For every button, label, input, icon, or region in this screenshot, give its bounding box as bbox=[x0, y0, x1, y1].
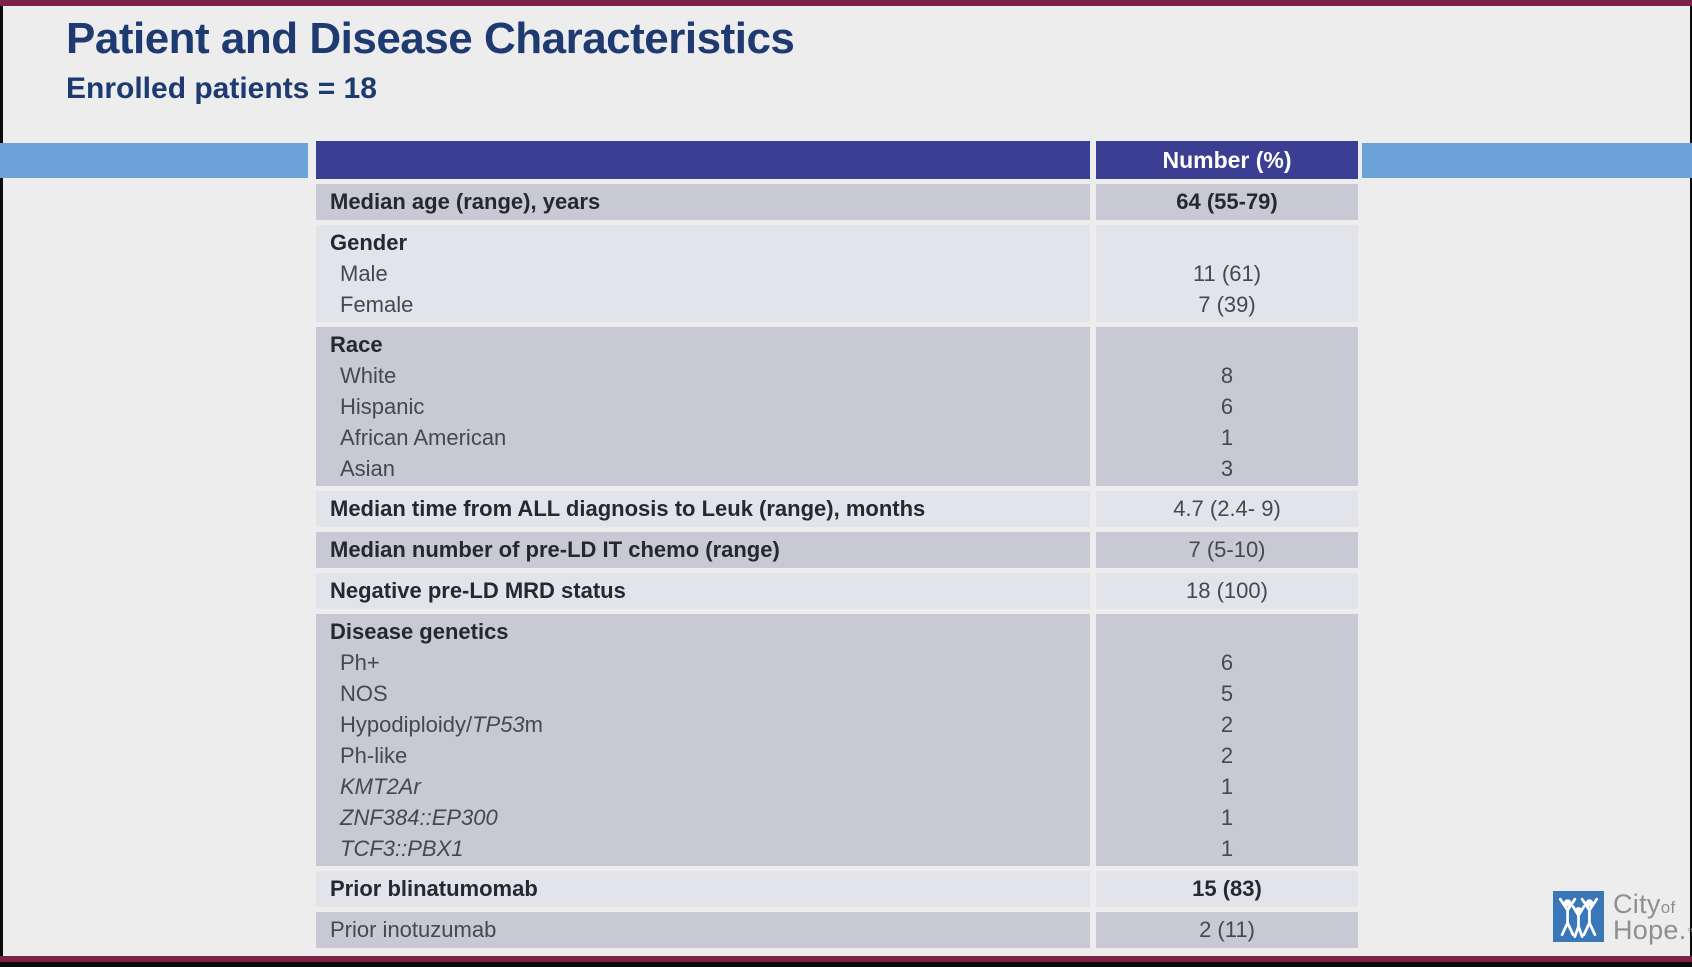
label-line: KMT2Ar bbox=[340, 774, 421, 799]
left-edge-strip bbox=[0, 0, 3, 967]
row-value-cell: 2 (11) bbox=[1096, 912, 1358, 948]
coh-logo-line2: Hope.™ bbox=[1613, 915, 1692, 945]
value-line: 64 (55-79) bbox=[1176, 189, 1278, 214]
table-row: Gender Male Female 11 (61) 7 (39) bbox=[316, 225, 1358, 322]
row-label-cell: Negative pre-LD MRD status bbox=[316, 573, 1090, 609]
label-line: Median time from ALL diagnosis to Leuk (… bbox=[330, 496, 926, 521]
row-label-cell: Gender Male Female bbox=[316, 225, 1090, 322]
row-value-cell: 15 (83) bbox=[1096, 871, 1358, 907]
value-line bbox=[1096, 616, 1358, 647]
row-label-cell: Median age (range), years bbox=[316, 184, 1090, 220]
row-label-cell: Prior blinatumomab bbox=[316, 871, 1090, 907]
row-value-cell: 8 6 1 3 bbox=[1096, 327, 1358, 486]
label-line: Hypodiploidy/TP53m bbox=[340, 712, 543, 737]
table-row: Median age (range), years 64 (55-79) bbox=[316, 184, 1358, 220]
label-line: Median age (range), years bbox=[330, 189, 601, 214]
label-line: Negative pre-LD MRD status bbox=[330, 578, 626, 603]
value-line: 6 bbox=[1220, 394, 1234, 419]
row-value-cell: 6 5 2 2 1 1 1 bbox=[1096, 614, 1358, 866]
value-line: 1 bbox=[1220, 836, 1234, 861]
value-line: 18 (100) bbox=[1186, 578, 1268, 603]
header-label-cell bbox=[316, 141, 1090, 179]
label-line: Gender bbox=[330, 230, 408, 255]
top-maroon-bar bbox=[0, 0, 1692, 6]
table-row: Disease genetics Ph+ NOS Hypodiploidy/TP53m… bbox=[316, 614, 1358, 866]
coh-logo-text: Cityof Hope.™ bbox=[1613, 889, 1692, 945]
coh-logo: Cityof Hope.™ bbox=[1553, 889, 1692, 945]
table-header-row: Number (%) bbox=[316, 141, 1358, 179]
value-line: 1 bbox=[1220, 774, 1234, 799]
value-line: 6 bbox=[1220, 650, 1234, 675]
row-value-cell: 11 (61) 7 (39) bbox=[1096, 225, 1358, 322]
table-row: Negative pre-LD MRD status 18 (100) bbox=[316, 573, 1358, 609]
value-line: 7 (5-10) bbox=[1188, 537, 1266, 562]
row-value-cell: 64 (55-79) bbox=[1096, 184, 1358, 220]
value-line: 5 bbox=[1220, 681, 1234, 706]
value-line: 11 (61) bbox=[1192, 261, 1262, 286]
right-blue-band bbox=[1362, 143, 1692, 178]
label-line: White bbox=[340, 363, 397, 388]
left-blue-band bbox=[0, 143, 308, 178]
value-line bbox=[1096, 329, 1358, 360]
label-line: ZNF384::EP300 bbox=[340, 805, 498, 830]
slide-subtitle: Enrolled patients = 18 bbox=[66, 72, 377, 105]
table-row: Median number of pre-LD IT chemo (range)… bbox=[316, 532, 1358, 568]
value-line: 1 bbox=[1220, 805, 1234, 830]
label-line: Hispanic bbox=[340, 394, 425, 419]
row-value-cell: 7 (5-10) bbox=[1096, 532, 1358, 568]
label-line: Asian bbox=[340, 456, 396, 481]
table-row: Prior inotuzumab 2 (11) bbox=[316, 912, 1358, 948]
label-line: Male bbox=[340, 261, 388, 286]
value-line: 2 (11) bbox=[1199, 917, 1255, 942]
row-label-cell: Prior inotuzumab bbox=[316, 912, 1090, 948]
label-line: African American bbox=[340, 425, 507, 450]
row-value-cell: 4.7 (2.4- 9) bbox=[1096, 491, 1358, 527]
people-figures-svg bbox=[1558, 897, 1599, 938]
coh-logo-line1: Cityof bbox=[1613, 889, 1676, 919]
label-line: Median number of pre-LD IT chemo (range) bbox=[330, 537, 780, 562]
header-value-cell: Number (%) bbox=[1096, 141, 1358, 179]
label-line: Race bbox=[330, 332, 383, 357]
slide-title: Patient and Disease Characteristics bbox=[66, 14, 795, 63]
label-line: Ph+ bbox=[340, 650, 380, 675]
label-line: Ph-like bbox=[340, 743, 408, 768]
label-line: TCF3::PBX1 bbox=[340, 836, 464, 861]
row-value-cell: 18 (100) bbox=[1096, 573, 1358, 609]
label-line: Prior blinatumomab bbox=[330, 876, 538, 901]
people-icon bbox=[1553, 891, 1604, 942]
row-label-cell: Median number of pre-LD IT chemo (range) bbox=[316, 532, 1090, 568]
row-label-cell: Disease genetics Ph+ NOS Hypodiploidy/TP53m… bbox=[316, 614, 1090, 866]
label-line: Prior inotuzumab bbox=[330, 917, 497, 942]
characteristics-table: Number (%) Median age (range), years 64 (… bbox=[316, 141, 1358, 948]
value-line bbox=[1096, 227, 1358, 258]
value-line: 15 (83) bbox=[1192, 876, 1262, 901]
bottom-black-bar bbox=[0, 962, 1692, 967]
value-line: 1 bbox=[1220, 425, 1234, 450]
row-label-cell: Median time from ALL diagnosis to Leuk (… bbox=[316, 491, 1090, 527]
label-line: Disease genetics bbox=[330, 619, 509, 644]
row-label-cell: Race White Hispanic African American Asian bbox=[316, 327, 1090, 486]
value-line: 7 (39) bbox=[1198, 292, 1256, 317]
table-row: Prior blinatumomab 15 (83) bbox=[316, 871, 1358, 907]
value-line: 3 bbox=[1220, 456, 1234, 481]
value-line: 4.7 (2.4- 9) bbox=[1173, 496, 1281, 521]
value-line: 8 bbox=[1220, 363, 1234, 388]
label-line: Female bbox=[340, 292, 414, 317]
label-line: NOS bbox=[340, 681, 388, 706]
bottom-maroon-bar bbox=[0, 956, 1692, 962]
table-row: Median time from ALL diagnosis to Leuk (… bbox=[316, 491, 1358, 527]
value-line: 2 bbox=[1220, 712, 1234, 737]
right-edge-strip bbox=[1690, 0, 1692, 967]
number-percent-header: Number (%) bbox=[1162, 147, 1292, 173]
table-row: Race White Hispanic African American Asian 8 6… bbox=[316, 327, 1358, 486]
value-line: 2 bbox=[1220, 743, 1234, 768]
